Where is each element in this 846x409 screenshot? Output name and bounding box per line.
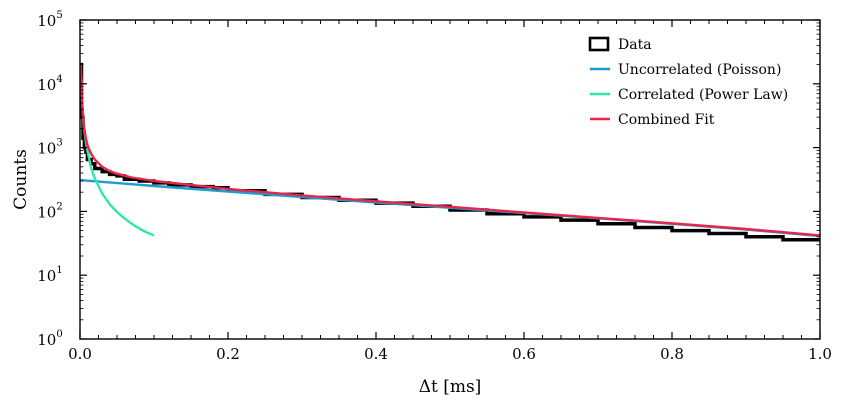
data-point (634, 223, 636, 225)
data-point (745, 232, 747, 235)
series-group (80, 62, 820, 242)
legend-item: Data (588, 36, 652, 53)
legend-label: Data (618, 37, 652, 53)
axes: 0.0 0.2 0.4 0.6 0.8 1.0 100 101 102 103 104 105 (37, 10, 832, 363)
data-point (671, 226, 673, 229)
legend-label: Correlated (Power Law) (618, 87, 788, 103)
x-tick-label: 1.0 (808, 345, 832, 363)
series-uncorrelated-poisson (80, 178, 820, 238)
x-tick-label: 0.8 (660, 345, 684, 363)
series-combined-fit (80, 64, 820, 237)
legend-item: Uncorrelated (Poisson) (590, 62, 781, 78)
y-tick-label: 105 (37, 10, 62, 30)
x-tick-label: 0.0 (68, 345, 92, 363)
legend-swatch (588, 36, 610, 52)
legend-label: Uncorrelated (Poisson) (618, 62, 781, 78)
x-tick-label: 0.4 (364, 345, 388, 363)
data-point (597, 219, 599, 221)
x-tick-label: 0.6 (512, 345, 536, 363)
x-axis-title: Δt [ms] (419, 377, 482, 397)
legend-item: Combined Fit (590, 112, 715, 128)
plot-area (80, 62, 820, 242)
legend: Data Uncorrelated (Poisson) Correlated (Po… (588, 36, 788, 128)
data-point (782, 236, 784, 238)
y-tick-label: 101 (37, 265, 62, 285)
legend-label: Combined Fit (618, 112, 715, 128)
y-tick-label: 104 (37, 74, 62, 94)
data-point (94, 163, 96, 165)
x-tick-label: 0.2 (216, 345, 240, 363)
legend-item: Correlated (Power Law) (590, 87, 788, 103)
y-tick-label: 103 (37, 138, 62, 158)
data-point (708, 230, 710, 232)
y-tick-label: 100 (37, 329, 62, 349)
data-point (90, 158, 92, 161)
y-tick-label: 102 (37, 201, 62, 221)
y-axis-title: Counts (11, 149, 31, 210)
